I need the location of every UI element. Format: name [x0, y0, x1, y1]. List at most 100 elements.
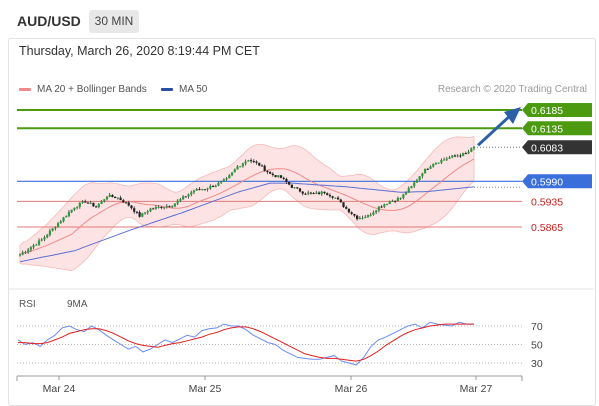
- candle-body: [108, 194, 111, 197]
- price-label-badge: [522, 174, 592, 189]
- symbol-title: AUD/USD: [17, 13, 81, 29]
- candle-body: [402, 194, 405, 198]
- candle-body: [249, 160, 253, 162]
- candle-body: [32, 245, 35, 248]
- legend-bollinger: MA 20 + Bollinger Bands: [19, 84, 147, 95]
- candle-body: [56, 223, 60, 228]
- candle-body: [470, 148, 473, 152]
- candle-body: [18, 254, 22, 256]
- candle-body: [375, 210, 378, 213]
- candle-body: [133, 208, 136, 212]
- candle-body: [451, 155, 454, 158]
- candle-body: [222, 179, 225, 182]
- candle-body: [434, 162, 438, 164]
- candle-body: [105, 196, 109, 200]
- legend-ma50-label: MA 50: [179, 84, 208, 95]
- candle-body: [236, 166, 239, 170]
- candle-body: [279, 175, 283, 178]
- ma50-swatch: [161, 87, 173, 91]
- candle-body: [472, 146, 476, 149]
- candle-body: [220, 181, 223, 183]
- candle-body: [78, 202, 81, 207]
- candle-body: [423, 168, 427, 174]
- candle-body: [364, 217, 367, 219]
- candle-body: [67, 212, 71, 217]
- candle-body: [97, 204, 100, 208]
- candle-body: [37, 240, 41, 245]
- legend-rsi: RSI: [19, 299, 36, 310]
- legend-rsi-ma-label: 9MA: [67, 299, 88, 310]
- candle-body: [65, 216, 68, 218]
- candle-body: [192, 190, 196, 193]
- candle-body: [119, 197, 122, 201]
- legend-rsi-label: RSI: [19, 299, 36, 310]
- candle-body: [75, 206, 79, 208]
- candle-body: [366, 215, 370, 218]
- candle-body: [255, 161, 258, 163]
- candle-body: [233, 169, 236, 173]
- rsi-line: [17, 321, 474, 366]
- candle-body: [383, 204, 386, 207]
- candle-body: [198, 188, 201, 190]
- candle-body: [399, 197, 402, 199]
- candle-body: [396, 197, 399, 202]
- candle-body: [51, 228, 54, 231]
- candle-body: [274, 175, 277, 178]
- price-level-label: 0.6185: [531, 105, 563, 117]
- candle-body: [92, 202, 95, 207]
- candle-body: [184, 196, 187, 198]
- candle-body: [342, 202, 345, 208]
- candle-body: [317, 192, 321, 194]
- rsi-tick-label: 70: [531, 321, 543, 333]
- candle-body: [331, 196, 334, 198]
- candle-body: [323, 191, 326, 194]
- candle-body: [418, 176, 421, 181]
- candle-body: [157, 206, 160, 208]
- candle-body: [29, 247, 32, 250]
- candle-body: [122, 200, 125, 203]
- candle-body: [328, 194, 332, 197]
- candle-body: [440, 159, 443, 163]
- candle-body: [339, 199, 342, 203]
- candle-body: [301, 191, 304, 194]
- candle-body: [241, 163, 245, 167]
- forecast-arrow-head: [504, 107, 521, 124]
- candle-body: [149, 208, 152, 212]
- candle-body: [269, 172, 272, 174]
- candle-body: [358, 217, 361, 220]
- candle-body: [326, 193, 329, 195]
- x-axis-label: Mar 25: [189, 383, 222, 395]
- candle-body: [404, 192, 408, 195]
- candle-body: [252, 161, 255, 163]
- candle-body: [135, 211, 138, 213]
- candle-body: [244, 161, 247, 164]
- candle-body: [162, 207, 166, 209]
- candle-body: [369, 214, 372, 216]
- candle-body: [442, 159, 446, 161]
- candle-body: [467, 151, 470, 154]
- candle-body: [372, 212, 375, 215]
- rsi-ma-line: [18, 323, 474, 362]
- legend-ma50: MA 50: [161, 84, 207, 95]
- candle-body: [285, 178, 288, 182]
- candle-body: [182, 196, 185, 200]
- candle-body: [464, 153, 467, 155]
- price-label-badge: [522, 103, 592, 117]
- candle-body: [35, 244, 38, 246]
- candle-body: [100, 200, 103, 205]
- candle-body: [176, 200, 179, 204]
- candle-body: [432, 163, 435, 167]
- candle-body: [388, 201, 391, 204]
- candle-body: [271, 173, 274, 176]
- rsi-tick-label: 30: [531, 358, 543, 370]
- x-axis-label: Mar 24: [43, 383, 76, 395]
- credit-text: Research © 2020 Trading Central: [437, 84, 587, 95]
- ma50-line: [19, 182, 475, 263]
- candle-body: [462, 153, 465, 156]
- candle-body: [173, 203, 177, 207]
- timeframe-badge[interactable]: 30 MIN: [89, 10, 139, 33]
- candle-body: [209, 186, 212, 189]
- candle-body: [187, 194, 190, 197]
- candle-body: [86, 202, 90, 204]
